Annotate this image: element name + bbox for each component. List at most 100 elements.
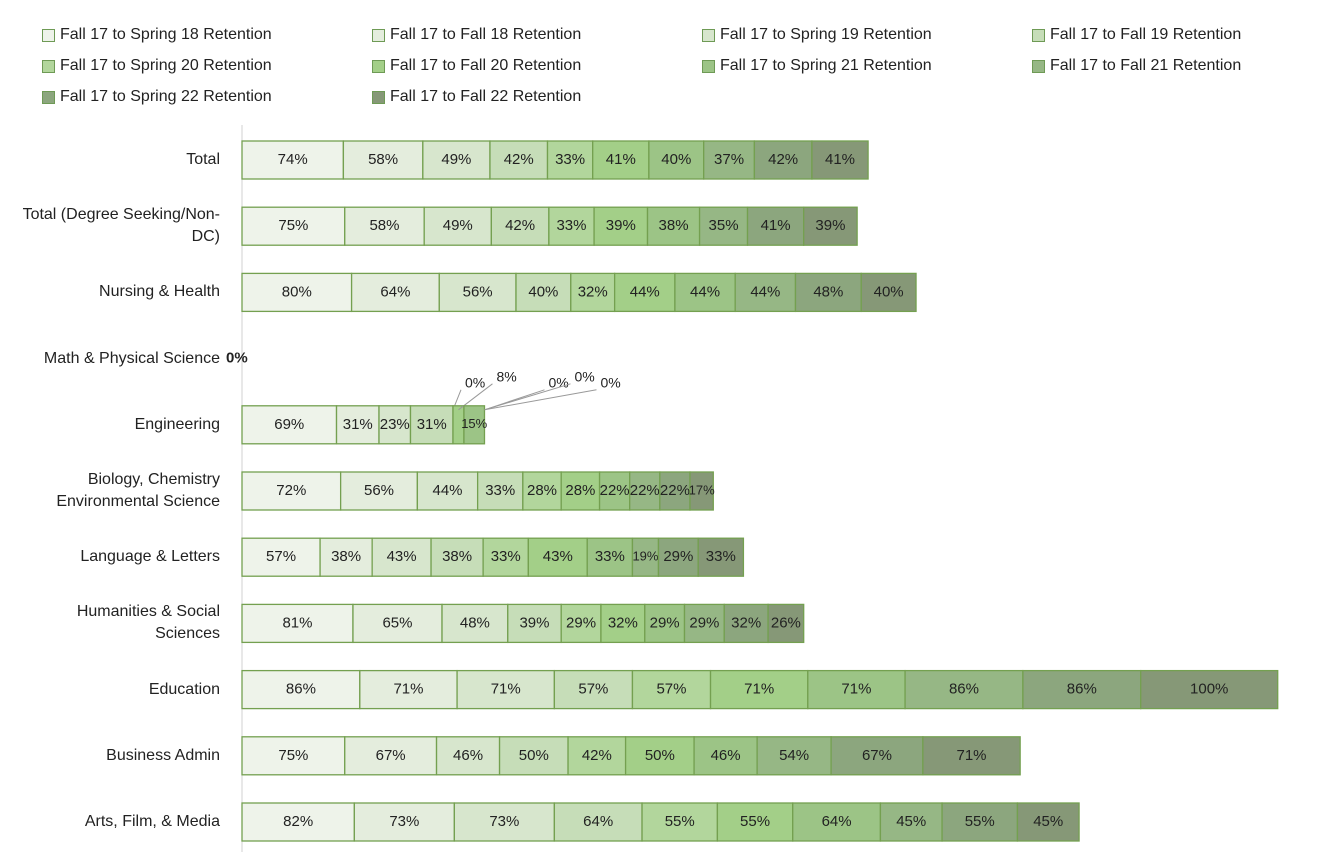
bar-segment <box>342 140 424 180</box>
legend-swatch <box>372 28 385 42</box>
bar-segment <box>698 206 749 246</box>
bar-segment <box>600 603 646 644</box>
bar-segment <box>353 802 455 842</box>
data-label: 0% <box>548 375 568 391</box>
bar-segment <box>922 736 1021 776</box>
data-label: 73% <box>389 813 419 830</box>
legend-label: Fall 17 to Spring 19 Retention <box>720 26 932 43</box>
bar-segment <box>693 736 758 776</box>
bar-segment <box>350 272 440 313</box>
data-label: 42% <box>505 217 535 234</box>
bar-segment <box>644 603 686 644</box>
legend-label: Fall 17 to Spring 22 Retention <box>60 88 272 105</box>
bar-segment <box>648 140 705 180</box>
data-label: 44% <box>432 482 462 499</box>
legend-label: Fall 17 to Fall 21 Retention <box>1050 57 1242 74</box>
data-label: 57% <box>656 681 686 698</box>
legend-item: Fall 17 to Spring 18 Retention <box>42 26 272 44</box>
legend-item: Fall 17 to Fall 20 Retention <box>372 57 581 75</box>
data-label: 35% <box>709 217 739 234</box>
bar-segment <box>753 140 813 180</box>
data-label: 45% <box>896 813 926 830</box>
data-label: 0% <box>465 375 485 391</box>
data-label: 19% <box>632 549 658 564</box>
category-label: Total <box>186 151 220 168</box>
bar-segment <box>463 405 486 445</box>
data-label: 58% <box>369 217 399 234</box>
data-label: 32% <box>578 283 608 300</box>
data-label: 33% <box>485 482 515 499</box>
data-label: 73% <box>489 813 519 830</box>
data-label: 0% <box>600 375 620 391</box>
bar-segment <box>1016 802 1080 842</box>
data-label: 57% <box>266 548 296 565</box>
bar-segment <box>489 140 549 180</box>
data-label: 100% <box>1190 681 1228 698</box>
bar-segment <box>586 537 634 577</box>
legend-swatch <box>1032 59 1045 73</box>
bar-segment <box>904 669 1024 710</box>
legend-label: Fall 17 to Fall 19 Retention <box>1050 26 1242 43</box>
bar-segment <box>438 272 517 313</box>
data-label: 44% <box>690 283 720 300</box>
bar-segment <box>498 736 569 776</box>
legend-item: Fall 17 to Fall 18 Retention <box>372 26 581 44</box>
data-label: 86% <box>1067 681 1097 698</box>
data-label: 40% <box>528 283 558 300</box>
bar-segment <box>593 206 649 246</box>
data-label: 33% <box>706 548 736 565</box>
bar-segment <box>794 272 862 313</box>
bar-segment <box>860 272 917 313</box>
data-label: 49% <box>443 217 473 234</box>
category-label: Business Admin <box>106 746 220 764</box>
data-label: 28% <box>527 482 557 499</box>
bar-segment <box>241 603 354 644</box>
data-label: 40% <box>874 283 904 300</box>
legend-item: Fall 17 to Fall 22 Retention <box>372 88 581 106</box>
data-label: 42% <box>768 151 798 168</box>
data-label: 64% <box>583 813 613 830</box>
bar-segment <box>767 603 805 644</box>
legend-item: Fall 17 to Fall 21 Retention <box>1032 57 1241 75</box>
data-label: 46% <box>453 747 483 764</box>
data-label: 56% <box>463 283 493 300</box>
bar-segment <box>548 206 595 246</box>
bar-segment <box>416 471 479 511</box>
legend-swatch <box>42 59 55 73</box>
bar-segment <box>674 272 736 313</box>
category-label: Arts, Film, & Media <box>84 813 220 830</box>
bar-segment <box>807 669 906 710</box>
bar-segment <box>435 736 501 776</box>
data-label: 33% <box>491 548 521 565</box>
bar-segment <box>352 603 443 644</box>
data-label: 64% <box>380 283 410 300</box>
data-label: 41% <box>761 217 791 234</box>
bar-segment <box>746 206 805 246</box>
data-label: 31% <box>343 416 373 433</box>
legend-label: Fall 17 to Spring 20 Retention <box>60 57 272 74</box>
data-label: 41% <box>825 151 855 168</box>
legend-label: Fall 17 to Fall 20 Retention <box>390 57 582 74</box>
bar-segment <box>703 140 756 180</box>
data-label: 71% <box>491 681 521 698</box>
legend-swatch <box>372 90 385 104</box>
bar-segment <box>792 802 882 842</box>
bar-segment <box>657 537 699 577</box>
data-label: 71% <box>957 747 987 764</box>
bar-segment <box>659 471 691 511</box>
data-label: 31% <box>417 416 447 433</box>
data-label: 46% <box>711 747 741 764</box>
bar-segment <box>453 802 556 842</box>
data-label: 33% <box>556 217 586 234</box>
data-label: 44% <box>630 283 660 300</box>
data-label: 23% <box>380 416 410 433</box>
data-label: 65% <box>382 614 412 631</box>
bar-segment <box>756 736 832 776</box>
category-label: Engineering <box>134 415 220 433</box>
data-label: 50% <box>645 747 675 764</box>
data-label: 22% <box>600 482 630 499</box>
bar-segment <box>507 603 562 644</box>
bar-segment <box>441 603 509 644</box>
data-label: 67% <box>376 747 406 764</box>
